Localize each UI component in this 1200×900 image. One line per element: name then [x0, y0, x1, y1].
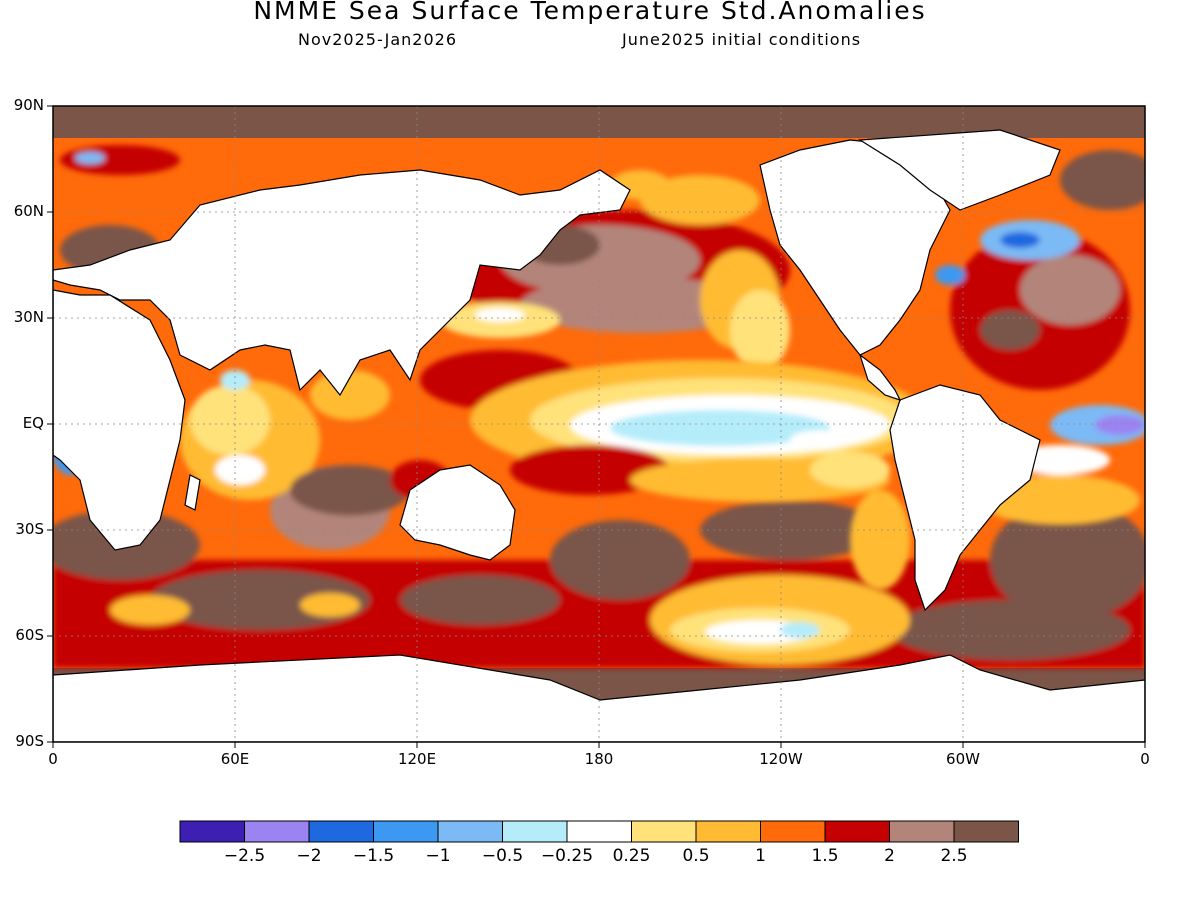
legend-swatch	[824, 820, 890, 843]
legend-label: 0.5	[682, 846, 710, 866]
land-masses	[53, 129, 1145, 742]
ocean-field	[53, 106, 1145, 742]
greenland-landmass	[858, 129, 1061, 211]
madagascar-landmass	[184, 474, 201, 511]
forecast-period: Nov2025-Jan2026	[298, 30, 457, 49]
legend-swatch	[631, 820, 697, 843]
australia-landmass	[399, 464, 516, 561]
legend-swatch	[373, 820, 439, 843]
legend-label: −0.5	[481, 846, 524, 866]
lat-label: 30N	[13, 308, 44, 326]
lon-label: 60E	[220, 750, 250, 768]
legend-swatch	[179, 820, 245, 843]
legend-label: −1	[425, 846, 451, 866]
legend-swatch	[889, 820, 955, 843]
legend-label: −0.25	[540, 846, 594, 866]
map-title: NMME Sea Surface Temperature Std.Anomali…	[253, 0, 927, 25]
color-legend	[179, 820, 1019, 843]
eurasia-landmass	[53, 169, 631, 397]
lat-label: 90S	[15, 732, 44, 750]
lon-label: 0	[48, 750, 58, 768]
central-america-landmass	[858, 353, 902, 402]
legend-swatch	[695, 820, 761, 843]
lon-label: 0	[1140, 750, 1150, 768]
lat-label: 30S	[15, 520, 44, 538]
legend-swatch	[437, 820, 503, 843]
axis-ticks	[47, 105, 1146, 748]
tropical-pacific-anomalies	[420, 350, 930, 590]
south-america-landmass	[889, 384, 1041, 612]
lon-label: 120E	[397, 750, 437, 768]
lon-label: 60W	[946, 750, 980, 768]
legend-label: 2	[884, 846, 895, 866]
legend-label: 1.5	[811, 846, 839, 866]
legend-swatch	[502, 820, 568, 843]
legend-swatch	[953, 820, 1019, 843]
africa-landmass	[53, 289, 186, 551]
lat-lon-grid	[53, 106, 1145, 742]
initial-conditions: June2025 initial conditions	[622, 30, 862, 49]
lat-label: 60N	[13, 202, 44, 220]
legend-swatch	[244, 820, 310, 843]
lat-label: 60S	[15, 626, 44, 644]
legend-label: −2.5	[223, 846, 266, 866]
legend-label: 1	[755, 846, 766, 866]
legend-swatch	[760, 820, 826, 843]
legend-label: −1.5	[352, 846, 395, 866]
lon-label: 180	[584, 750, 614, 768]
indian-ocean-anomalies	[180, 370, 450, 515]
legend-label: −2	[296, 846, 322, 866]
lon-label: 120W	[759, 750, 803, 768]
legend-swatch	[566, 820, 632, 843]
lat-label: EQ	[22, 414, 44, 432]
legend-swatch	[308, 820, 374, 843]
atlantic-anomalies	[53, 145, 1145, 525]
lat-label: 90N	[13, 96, 44, 114]
legend-label: 0.25	[612, 846, 651, 866]
legend-label: 2.5	[940, 846, 968, 866]
antarctica-landmass	[53, 654, 1145, 742]
